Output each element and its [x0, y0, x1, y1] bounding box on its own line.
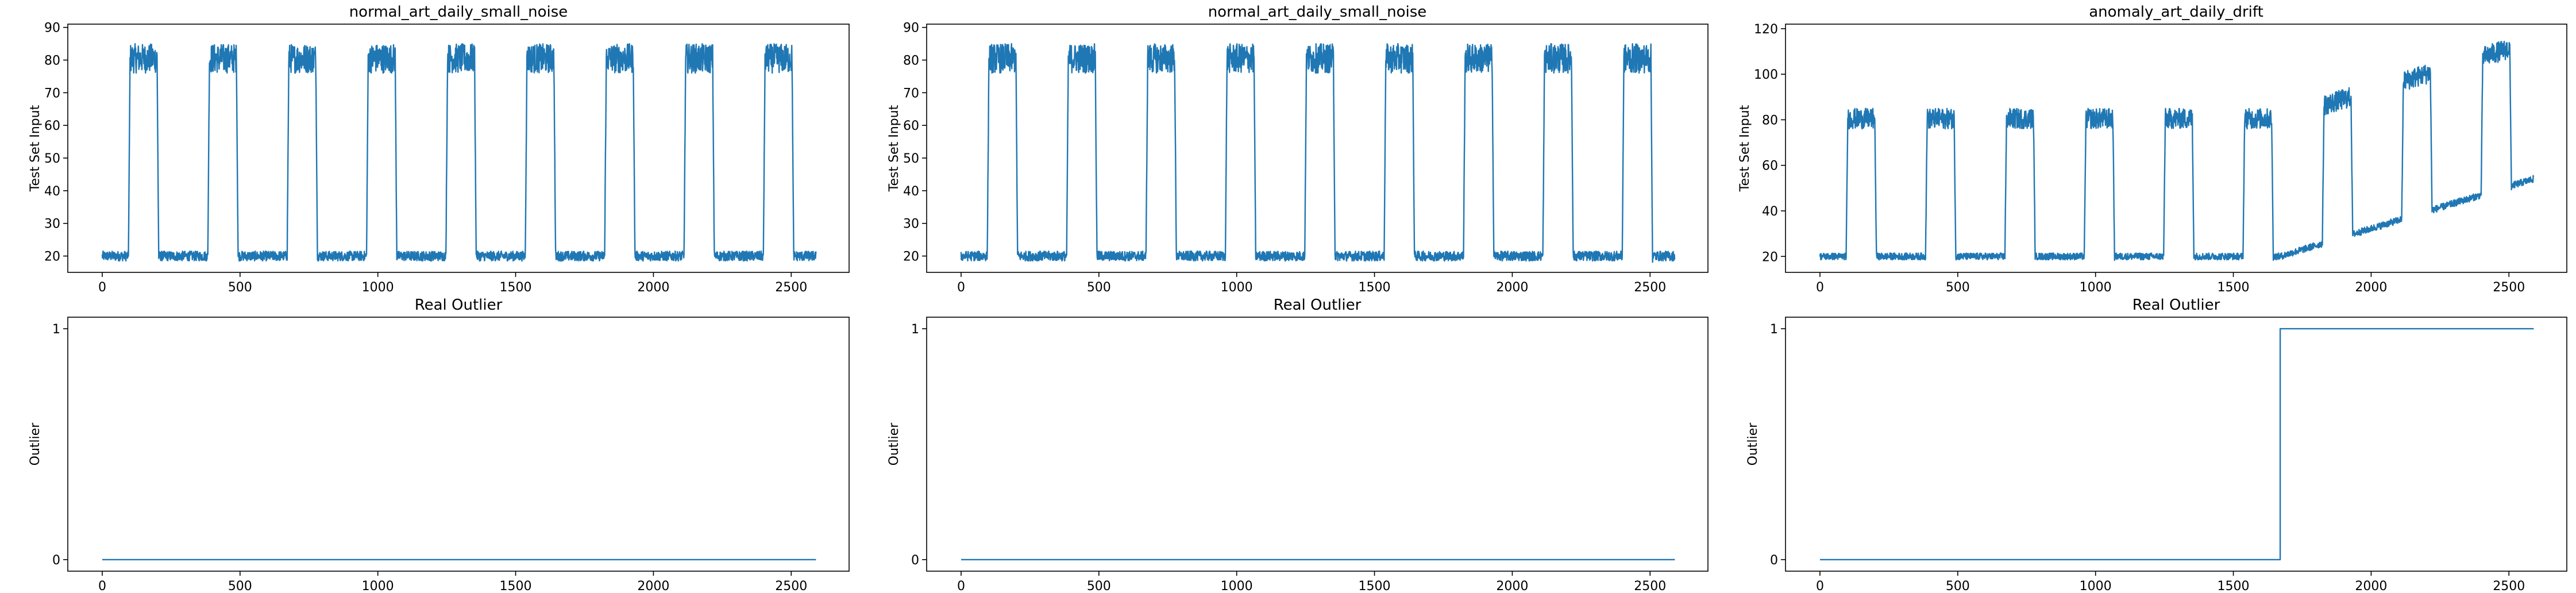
y-tick-label: 40 — [44, 184, 60, 199]
y-tick-label: 120 — [1754, 22, 1778, 37]
y-tick-label: 60 — [1762, 159, 1778, 174]
y-tick-label: 80 — [903, 54, 919, 68]
x-tick-label: 0 — [1816, 579, 1824, 593]
axes-frame — [1785, 317, 2567, 572]
y-tick-label: 20 — [903, 250, 919, 264]
subplot-1: normal_art_daily_small_noise 0 500 1000 1500… — [28, 3, 850, 295]
subplot-3: anomaly_art_daily_drift 0 500 1000 1500 2000 2… — [1738, 3, 2567, 295]
y-tick-label: 60 — [44, 119, 60, 133]
y-tick-label: 40 — [1762, 205, 1778, 219]
x-tick-label: 1000 — [362, 280, 394, 295]
x-tick-label: 1500 — [2218, 579, 2250, 593]
x-tick-label: 500 — [1087, 280, 1111, 295]
series-line — [960, 43, 1676, 263]
axes-frame — [926, 24, 1709, 273]
y-axis-label: Test Set Input — [1738, 105, 1752, 192]
y-tick-label: 1 — [911, 322, 919, 337]
axes-frame — [1785, 24, 2567, 273]
x-tick-label: 0 — [98, 579, 106, 593]
subplot-5: Real Outlier 0 500 1000 1500 2000 2500 0 1 Outlie… — [887, 296, 1709, 593]
x-tick-label: 1500 — [1359, 280, 1391, 295]
x-tick-label: 2000 — [637, 579, 669, 593]
y-tick-label: 30 — [903, 217, 919, 232]
x-tick-label: 2500 — [775, 280, 807, 295]
subplot-title: anomaly_art_daily_drift — [2089, 3, 2263, 21]
x-tick-label: 0 — [957, 280, 965, 295]
y-tick-label: 0 — [911, 553, 919, 568]
x-tick-label: 500 — [228, 280, 252, 295]
y-tick-label: 90 — [903, 21, 919, 36]
y-axis-label: Outlier — [887, 422, 901, 466]
x-tick-label: 500 — [228, 579, 252, 593]
y-tick-label: 60 — [903, 119, 919, 133]
y-axis-label: Outlier — [1746, 422, 1760, 466]
y-tick-label: 50 — [903, 152, 919, 166]
x-tick-label: 2500 — [775, 579, 807, 593]
y-tick-label: 1 — [52, 322, 60, 337]
series-line — [101, 43, 817, 262]
y-tick-label: 40 — [903, 184, 919, 199]
subplot-6: Real Outlier 0 500 1000 1500 2000 2500 0 1 Outlie… — [1746, 296, 2567, 593]
y-tick-label: 1 — [1770, 322, 1778, 337]
x-tick-label: 2500 — [2493, 579, 2525, 593]
x-tick-label: 500 — [1946, 280, 1970, 295]
axes-frame — [67, 317, 850, 572]
x-tick-label: 1500 — [2218, 280, 2250, 295]
x-tick-label: 2500 — [2493, 280, 2525, 295]
y-tick-label: 70 — [903, 86, 919, 101]
subplot-title: normal_art_daily_small_noise — [349, 3, 568, 21]
y-axis-label: Outlier — [28, 422, 43, 466]
y-tick-label: 50 — [44, 152, 60, 166]
y-tick-label: 20 — [1762, 250, 1778, 264]
subplot-2: normal_art_daily_small_noise 0 500 1000 1500… — [887, 3, 1709, 295]
y-axis-label: Test Set Input — [28, 105, 43, 192]
series-line — [1820, 328, 2534, 561]
subplot-title: normal_art_daily_small_noise — [1208, 3, 1427, 21]
x-tick-label: 1000 — [1221, 280, 1253, 295]
x-tick-label: 500 — [1946, 579, 1970, 593]
y-tick-label: 0 — [52, 553, 60, 568]
y-axis-label: Test Set Input — [887, 105, 901, 192]
y-tick-label: 80 — [1762, 113, 1778, 128]
x-tick-label: 0 — [98, 280, 106, 295]
y-tick-label: 80 — [44, 54, 60, 68]
x-tick-label: 0 — [957, 579, 965, 593]
y-tick-label: 0 — [1770, 553, 1778, 568]
y-tick-label: 20 — [44, 250, 60, 264]
x-tick-label: 1000 — [362, 579, 394, 593]
x-tick-label: 1000 — [2080, 579, 2112, 593]
subplot-4: Real Outlier 0 500 1000 1500 2000 2500 0 1 Outlie… — [28, 296, 850, 593]
x-tick-label: 0 — [1816, 280, 1824, 295]
series-line — [1819, 40, 2535, 261]
x-tick-label: 2000 — [2355, 280, 2387, 295]
axes-frame — [67, 24, 850, 273]
subplot-title: Real Outlier — [415, 296, 503, 314]
subplot-title: Real Outlier — [2132, 296, 2220, 314]
y-tick-label: 90 — [44, 21, 60, 36]
x-tick-label: 1000 — [1221, 579, 1253, 593]
y-tick-label: 30 — [44, 217, 60, 232]
x-tick-label: 2000 — [1496, 280, 1528, 295]
y-tick-label: 100 — [1754, 68, 1778, 82]
x-tick-label: 2000 — [1496, 579, 1528, 593]
x-tick-label: 2000 — [2355, 579, 2387, 593]
axes-frame — [926, 317, 1709, 572]
x-tick-label: 1000 — [2080, 280, 2112, 295]
subplot-title: Real Outlier — [1274, 296, 1362, 314]
x-tick-label: 1500 — [1359, 579, 1391, 593]
x-tick-label: 500 — [1087, 579, 1111, 593]
y-tick-label: 70 — [44, 86, 60, 101]
x-tick-label: 2500 — [1634, 280, 1666, 295]
x-tick-label: 1500 — [500, 579, 532, 593]
x-tick-label: 2000 — [637, 280, 669, 295]
x-tick-label: 1500 — [500, 280, 532, 295]
x-tick-label: 2500 — [1634, 579, 1666, 593]
